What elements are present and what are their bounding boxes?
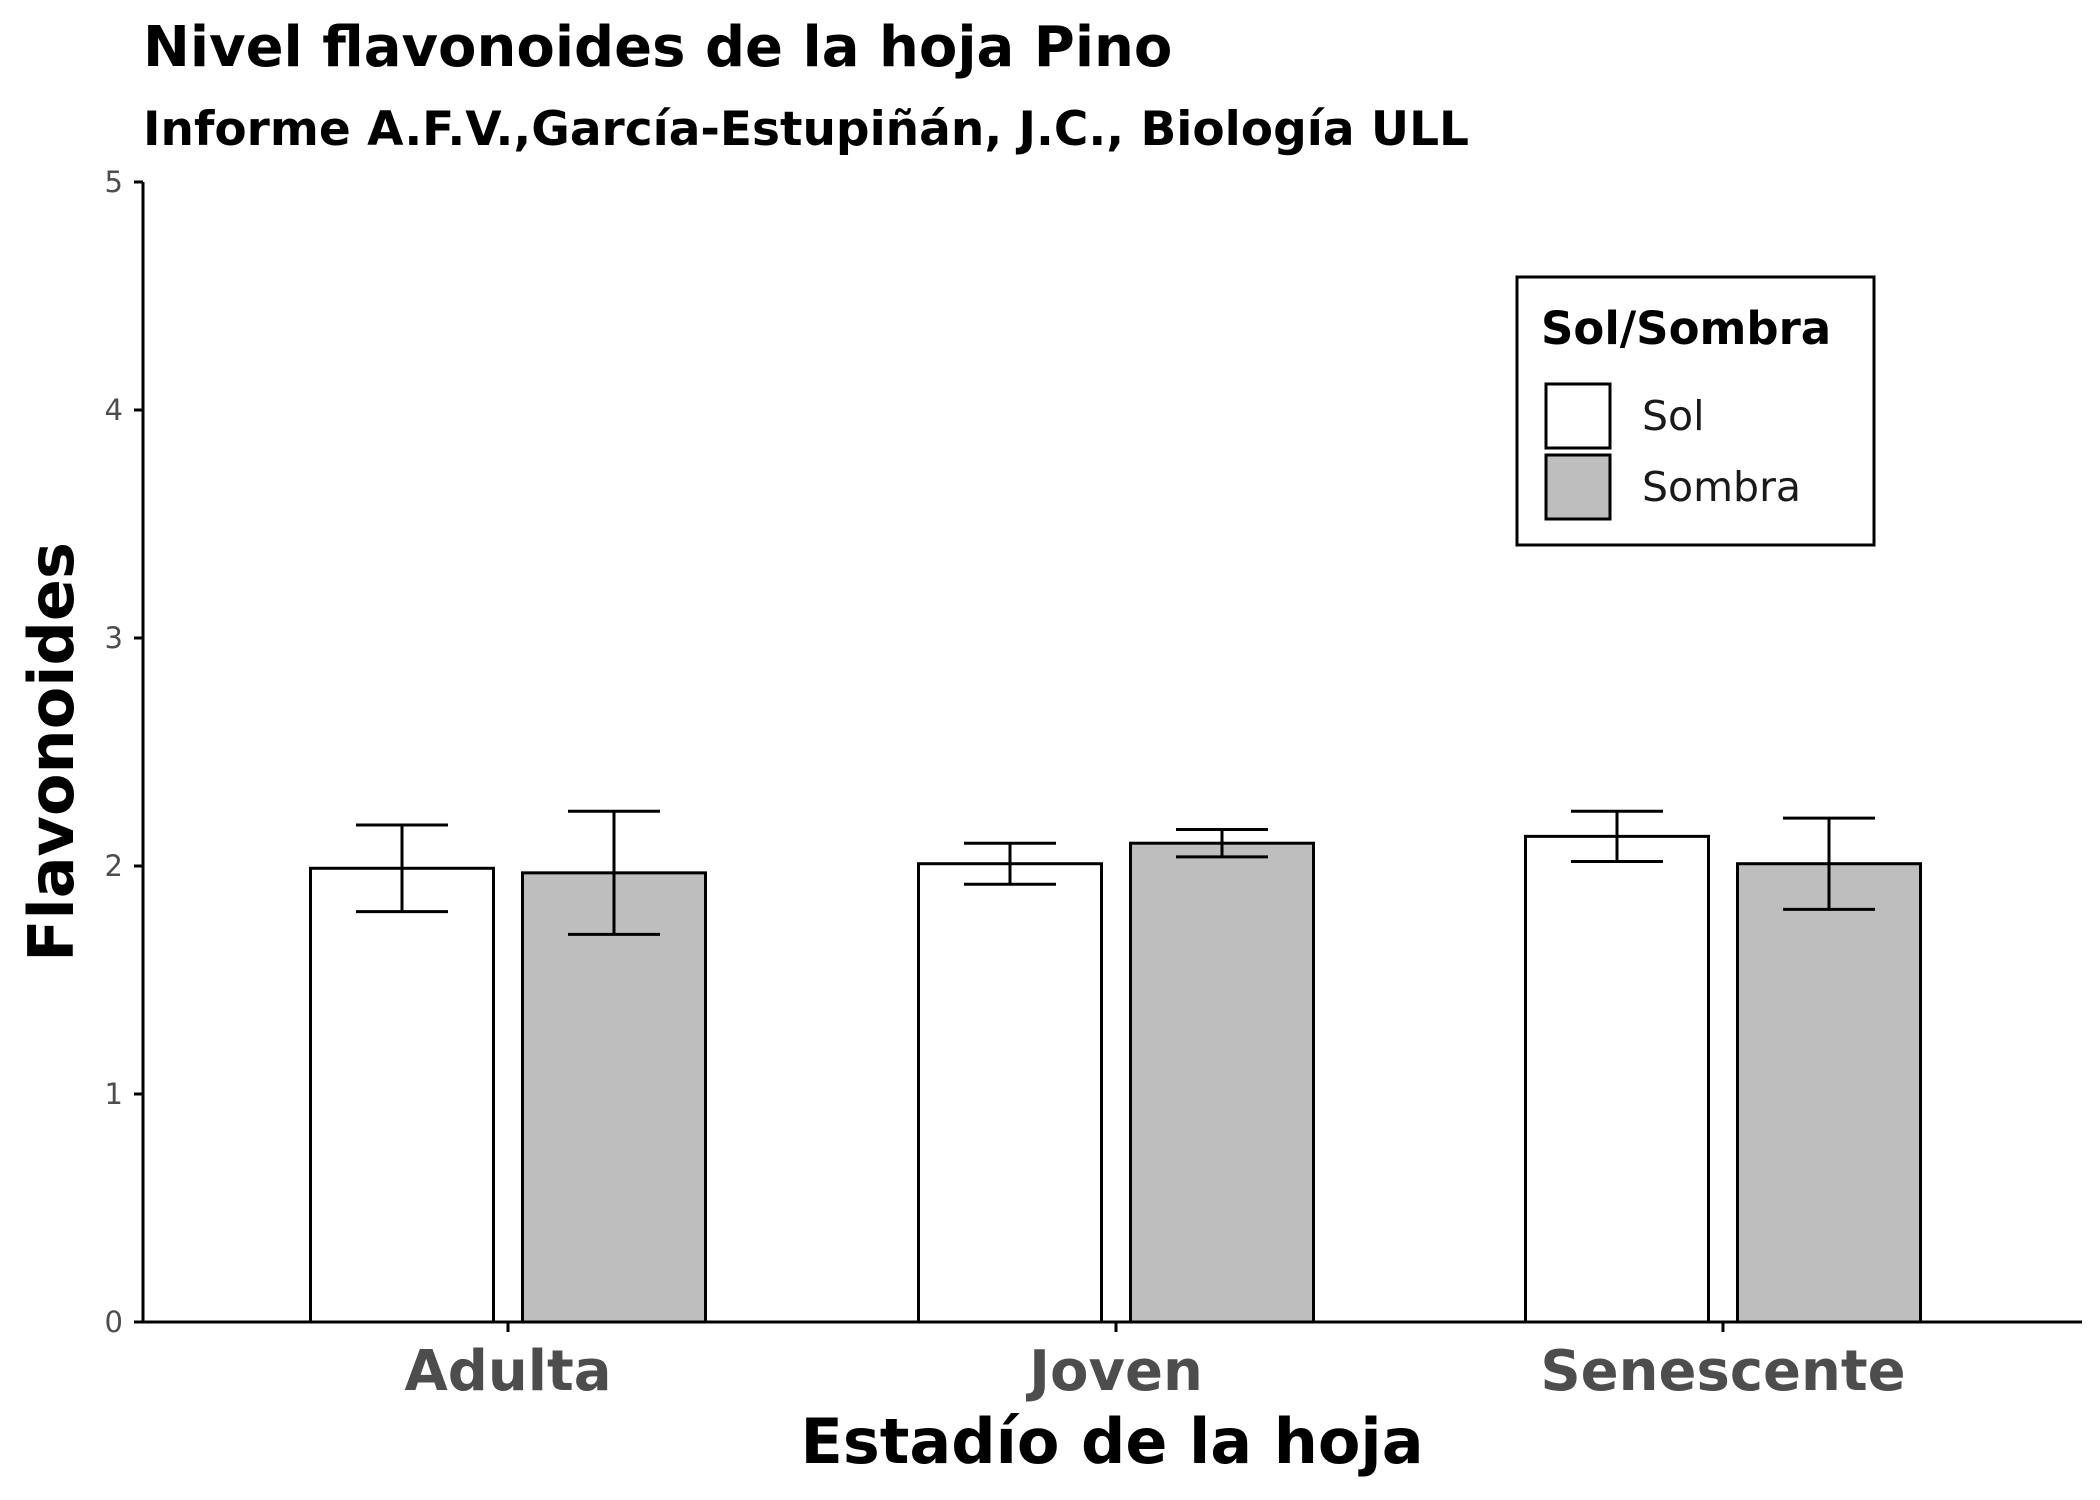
bar bbox=[917, 862, 1103, 1324]
y-tick-label: 4 bbox=[105, 393, 123, 427]
x-axis-ticks: Adulta Joven Senescente bbox=[404, 1322, 1906, 1404]
y-tick-label: 0 bbox=[105, 1305, 123, 1339]
x-tick-label: Senescente bbox=[1540, 1339, 1905, 1404]
y-tick-label: 3 bbox=[105, 621, 123, 655]
legend-title: Sol/Sombra bbox=[1541, 302, 1831, 355]
legend-key bbox=[1544, 453, 1612, 521]
bar bbox=[1736, 862, 1922, 1324]
legend-label: Sol bbox=[1642, 392, 1705, 440]
plot-area bbox=[309, 809, 1922, 1324]
y-tick-label: 2 bbox=[105, 849, 123, 883]
legend-key bbox=[1544, 382, 1612, 450]
y-tick-label: 1 bbox=[105, 1077, 123, 1111]
bar bbox=[1524, 834, 1710, 1324]
chart-subtitle: Informe A.F.V.,García-Estupiñán, J.C., B… bbox=[143, 102, 1469, 157]
y-axis-label: Flavonoides bbox=[15, 542, 88, 962]
bar bbox=[1129, 841, 1315, 1324]
y-tick-label: 5 bbox=[105, 165, 123, 199]
chart-title: Nivel flavonoides de la hoja Pino bbox=[143, 15, 1172, 80]
legend-label: Sombra bbox=[1642, 463, 1801, 511]
y-axis-ticks: 0 1 2 3 4 5 bbox=[105, 165, 143, 1339]
x-tick-label: Adulta bbox=[404, 1339, 611, 1404]
legend: Sol/Sombra Sol Sombra bbox=[1515, 275, 1876, 547]
legend-items: Sol Sombra bbox=[1544, 382, 1801, 521]
bar bbox=[309, 866, 495, 1324]
x-axis-label: Estadío de la hoja bbox=[800, 1405, 1423, 1478]
bar bbox=[521, 871, 707, 1324]
x-tick-label: Joven bbox=[1025, 1339, 1203, 1404]
